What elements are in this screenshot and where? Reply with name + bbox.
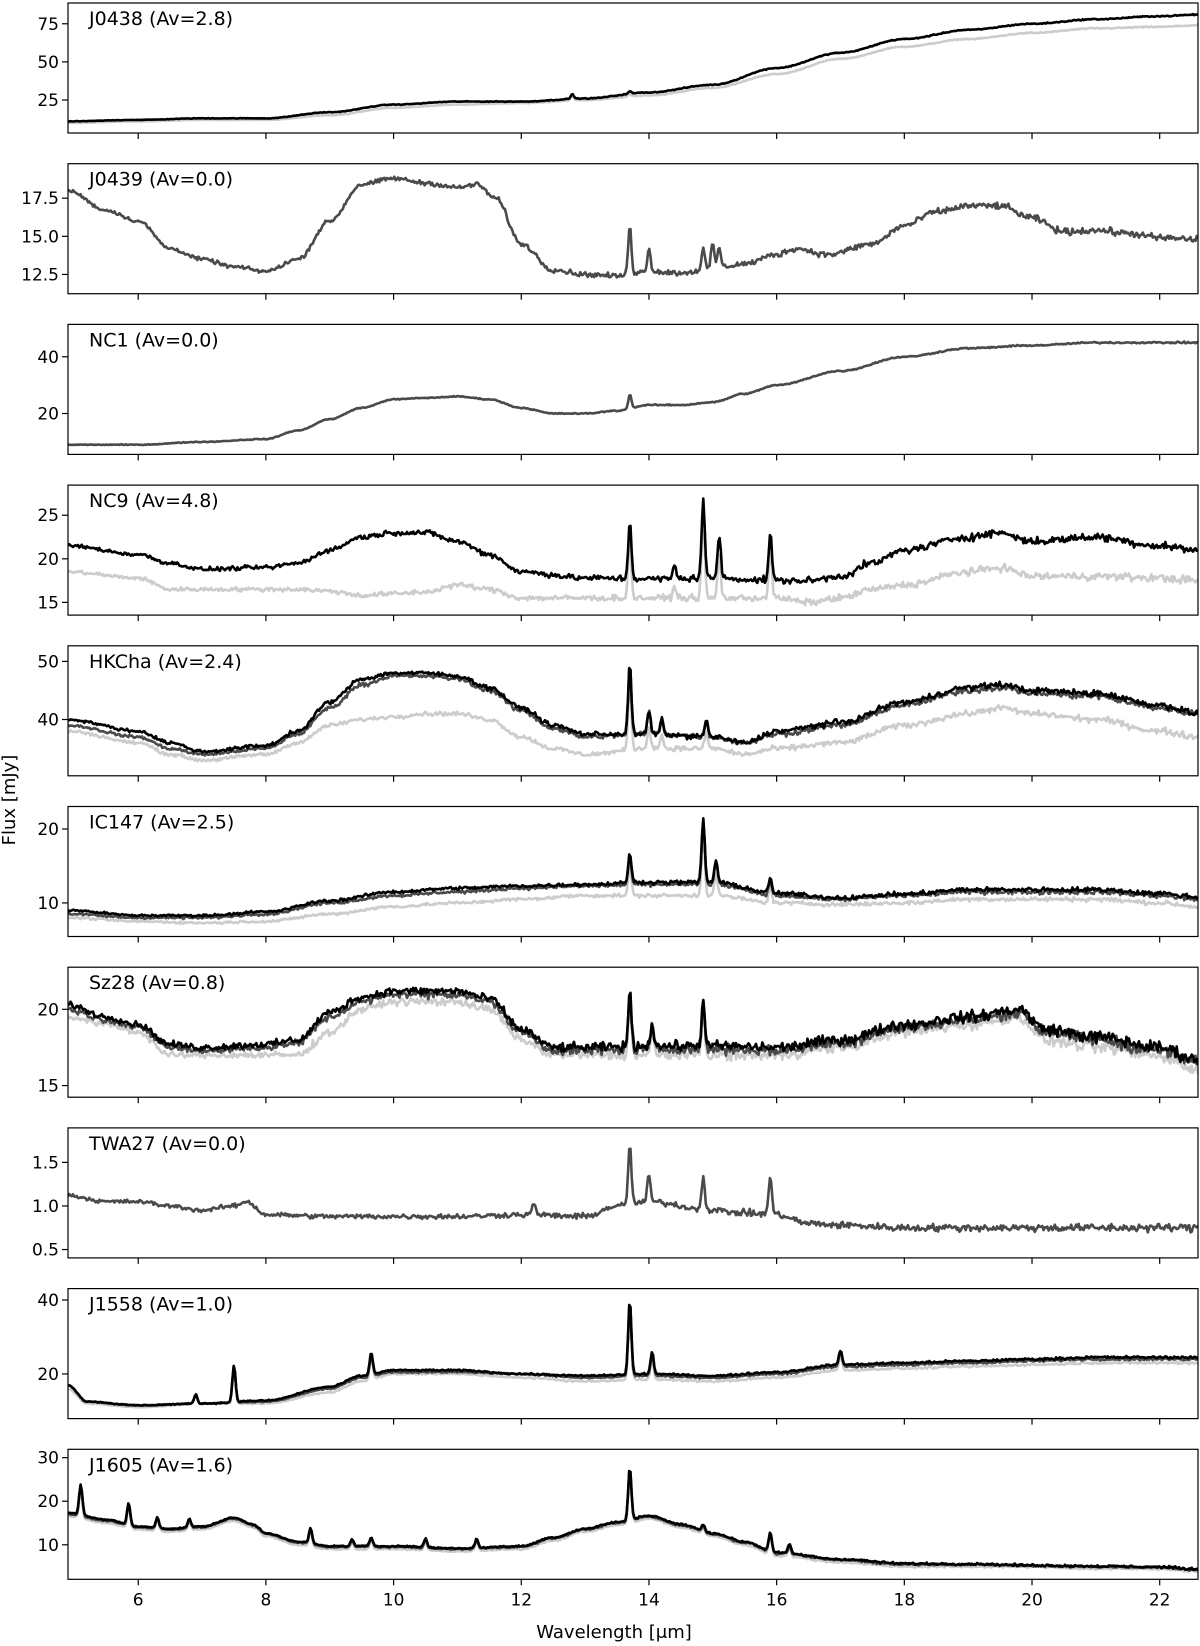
series-observed-line [68, 1472, 1198, 1574]
y-tick-label: 15.0 [21, 227, 59, 247]
y-tick-label: 40 [37, 348, 59, 368]
panel-frame [67, 323, 1199, 455]
x-tick-label: 10 [383, 1590, 405, 1610]
panel-frame [67, 966, 1199, 1098]
y-tick-label: 20 [37, 1492, 59, 1512]
panel-title: NC1 (Av=0.0) [89, 329, 219, 351]
panel-title: J0438 (Av=2.8) [88, 8, 233, 30]
panel-title: Sz28 (Av=0.8) [89, 972, 225, 994]
series-observed-line [68, 684, 1198, 763]
y-tick-label: 20 [37, 1000, 59, 1020]
series-dereddened-line [68, 986, 1198, 1065]
panel-7-lines [68, 1147, 1198, 1234]
panel-frame [67, 163, 1199, 295]
panel-frame [67, 805, 1199, 938]
y-tick-label: 25 [37, 506, 59, 526]
y-tick-label: 20 [37, 405, 59, 425]
series-dereddened-line [68, 817, 1198, 919]
y-tick-label: 40 [37, 711, 59, 731]
y-tick-label: 15 [37, 593, 59, 613]
panel-6-lines [68, 986, 1198, 1075]
series-model-line [68, 1147, 1198, 1234]
series-model-line [68, 175, 1198, 279]
x-tick-label: 6 [133, 1590, 144, 1610]
y-tick-label: 50 [37, 53, 59, 73]
panel-1-lines [68, 175, 1198, 279]
panel-title: TWA27 (Av=0.0) [88, 1133, 246, 1155]
panel-title: J1605 (Av=1.6) [88, 1454, 233, 1476]
y-tick-label: 25 [37, 91, 59, 111]
y-axis-label: Flux [mJy] [0, 755, 20, 846]
panel-frame [67, 1287, 1199, 1420]
y-tick-label: 10 [37, 1536, 59, 1556]
panel-frame [67, 2, 1199, 134]
y-tick-label: 20 [37, 550, 59, 570]
x-tick-label: 16 [766, 1590, 788, 1610]
x-axis-label: Wavelength [μm] [536, 1622, 692, 1643]
panel-frame [67, 645, 1199, 777]
y-tick-label: 10 [37, 894, 59, 914]
y-tick-label: 12.5 [21, 265, 59, 285]
panel-0-lines [68, 12, 1198, 125]
series-dereddened-line [68, 497, 1198, 585]
panel-4-lines [68, 666, 1198, 763]
panel-frame [67, 1448, 1199, 1580]
y-tick-label: 75 [37, 15, 59, 35]
panel-3: 15 20 25 NC9 (Av=4.8) [37, 484, 1199, 622]
panel-title: J1558 (Av=1.0) [88, 1294, 233, 1316]
series-model-line [68, 340, 1198, 447]
panel-2: 20 40 NC1 (Av=0.0) [37, 323, 1199, 461]
y-tick-label: 40 [37, 1291, 59, 1311]
panel-5: 10 20 IC147 (Av=2.5) [37, 805, 1199, 943]
y-tick-label: 15 [37, 1077, 59, 1097]
panel-title: NC9 (Av=4.8) [89, 490, 219, 512]
y-tick-label: 20 [37, 820, 59, 840]
x-tick-label: 12 [510, 1590, 532, 1610]
panel-6: 15 20 Sz28 (Av=0.8) [37, 966, 1199, 1104]
panel-3-lines [68, 497, 1198, 607]
panel-2-lines [68, 340, 1198, 447]
y-tick-label: 0.5 [32, 1241, 59, 1261]
series-dereddened-line [68, 1469, 1198, 1572]
x-tick-label: 22 [1149, 1590, 1171, 1610]
y-tick-label: 1.5 [32, 1153, 59, 1173]
panel-8: 20 40 J1558 (Av=1.0) [37, 1287, 1199, 1425]
panel-title: HKCha (Av=2.4) [89, 651, 242, 673]
y-tick-label: 1.0 [32, 1197, 59, 1217]
series-observed-line [68, 23, 1198, 125]
y-tick-label: 30 [37, 1449, 59, 1469]
panel-0: 25 50 75 J0438 (Av=2.8) [37, 2, 1199, 139]
series-observed-line [68, 831, 1198, 926]
panel-4: 40 50 HKCha (Av=2.4) [37, 645, 1199, 782]
panel-7: 0.5 1.0 1.5 TWA27 (Av=0.0) [32, 1127, 1199, 1264]
panel-9: 10 20 30 6 8 10 12 14 16 18 20 22 J1605 (Av=1.6) [37, 1448, 1199, 1610]
series-dereddened-line [68, 666, 1198, 754]
series-observed-line [68, 517, 1198, 607]
y-tick-label: 50 [37, 652, 59, 672]
y-tick-label: 17.5 [21, 189, 59, 209]
y-tick-label: 20 [37, 1365, 59, 1385]
panel-5-lines [68, 817, 1198, 926]
panel-frame [67, 484, 1199, 616]
x-tick-label: 8 [260, 1590, 271, 1610]
x-tick-label: 14 [638, 1590, 660, 1610]
panel-1: 12.5 15.0 17.5 J0439 (Av=0.0) [21, 163, 1199, 300]
panel-title: J0439 (Av=0.0) [88, 169, 233, 191]
x-tick-label: 18 [894, 1590, 916, 1610]
panel-9-lines [68, 1469, 1198, 1574]
panel-frame [67, 1127, 1199, 1259]
x-tick-label: 20 [1021, 1590, 1043, 1610]
series-dereddened-line [68, 12, 1198, 123]
panel-8-lines [68, 1303, 1198, 1409]
panel-title: IC147 (Av=2.5) [89, 812, 234, 834]
series-dereddened-line [68, 1303, 1198, 1407]
